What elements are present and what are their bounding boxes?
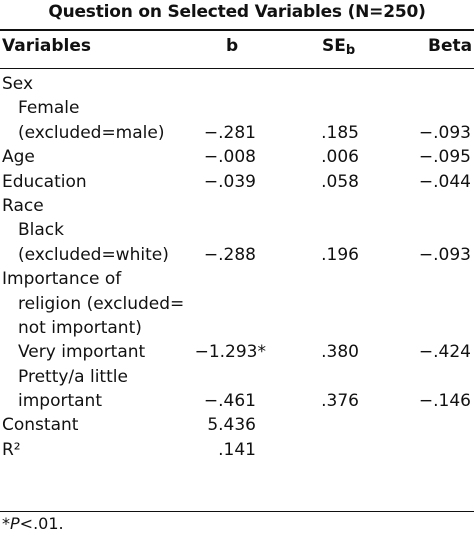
cell-b: −1.293* — [194, 342, 266, 363]
header-variables: Variables — [2, 36, 92, 56]
table-row: Black — [0, 218, 474, 242]
row-label: Very important — [18, 342, 146, 363]
cell-se: .006 — [321, 147, 359, 168]
table-row: (excluded=male) −.281 .185 −.093 — [0, 121, 474, 145]
table-row: R² .141 — [0, 438, 474, 462]
cell-beta: −.424 — [418, 342, 471, 363]
row-label: Constant — [2, 415, 79, 436]
row-label: Education — [2, 171, 87, 192]
cell-se: .185 — [321, 122, 359, 143]
cell-beta: −.146 — [418, 391, 471, 412]
table-row: Race — [0, 194, 474, 218]
header-se-subscript: b — [345, 43, 356, 58]
row-label: Black — [18, 220, 64, 241]
table-row: not important) — [0, 316, 474, 340]
table-row: Age −.008 .006 −.095 — [0, 145, 474, 169]
cell-b: −.288 — [203, 244, 256, 265]
header-se: SEb — [322, 36, 356, 58]
table-row: religion (excluded= — [0, 292, 474, 316]
table-row: Constant 5.436 — [0, 413, 474, 437]
row-label: R² — [2, 439, 21, 460]
row-label: Age — [2, 147, 35, 168]
cell-beta: −.093 — [418, 122, 471, 143]
header-rule — [0, 68, 474, 69]
cell-beta: −.093 — [418, 244, 471, 265]
row-label: Race — [2, 195, 44, 216]
header-beta: Beta — [428, 36, 473, 56]
row-label: important — [18, 391, 102, 412]
cell-se: .196 — [321, 244, 359, 265]
cell-b: .141 — [218, 439, 256, 460]
table-row: Pretty/a little — [0, 365, 474, 389]
cell-beta: −.044 — [418, 171, 471, 192]
footnote-symbol: * — [2, 514, 10, 533]
cell-se: .376 — [321, 391, 359, 412]
cell-b: −.281 — [203, 122, 256, 143]
row-label: not important) — [18, 317, 142, 338]
row-label: (excluded=white) — [18, 244, 169, 265]
footnote-text: <.01. — [19, 514, 64, 533]
cell-b: −.039 — [203, 171, 256, 192]
table-row: Education −.039 .058 −.044 — [0, 170, 474, 194]
cell-b: 5.436 — [207, 415, 256, 436]
cell-se: .058 — [321, 171, 359, 192]
bottom-rule — [0, 511, 474, 512]
table-row: Very important −1.293* .380 −.424 — [0, 340, 474, 364]
row-label: Importance of — [2, 269, 122, 290]
header-se-main: SE — [322, 36, 346, 56]
cell-se: .380 — [321, 342, 359, 363]
table-row: Sex — [0, 72, 474, 96]
cell-beta: −.095 — [418, 147, 471, 168]
header-b: b — [226, 36, 239, 56]
table-title: Question on Selected Variables (N=250) — [48, 2, 426, 22]
row-label: (excluded=male) — [18, 122, 165, 143]
table-body: Sex Female (excluded=male) −.281.185 −.093 Ag… — [0, 72, 474, 462]
row-label: Pretty/a little — [18, 366, 128, 387]
footnote-p: P — [10, 514, 20, 533]
table-row: Importance of — [0, 267, 474, 291]
table-row: important −.461 .376 −.146 — [0, 389, 474, 413]
cell-b: −.008 — [203, 147, 256, 168]
row-label: religion (excluded= — [18, 293, 185, 314]
top-rule — [0, 29, 474, 31]
cell-b: −.461 — [203, 391, 256, 412]
row-label: Female — [18, 98, 80, 119]
table-row: (excluded=white) −.288 .196 −.093 — [0, 243, 474, 267]
table-row: Female — [0, 96, 474, 120]
row-label: Sex — [2, 74, 34, 94]
footnote: *P<.01. — [2, 514, 64, 533]
